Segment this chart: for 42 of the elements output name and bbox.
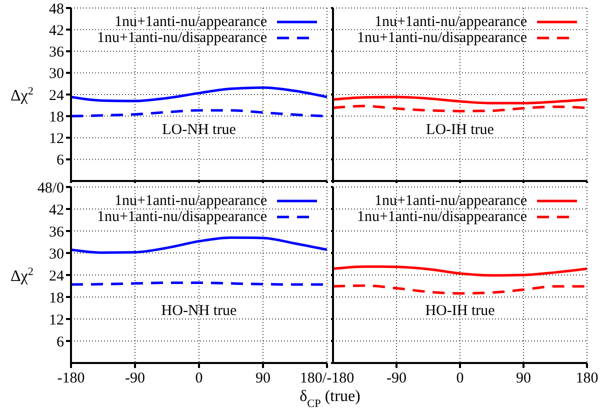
x-tick-label: 0 (456, 370, 464, 387)
x-tick-label: 90 (516, 370, 531, 387)
y-tick-label: 48 (49, 1, 64, 18)
y-tick-label: 18 (49, 109, 64, 126)
y-axis-title: Δχ$^{2}$ (10, 266, 34, 285)
y-tick-label: 6 (56, 334, 64, 350)
y-tick-label: 48/0 (37, 180, 64, 196)
y-tick-label: 30 (49, 246, 64, 262)
y-tick-label: 12 (49, 131, 64, 148)
x-axis-title: δ$_{CP}$ (true) (300, 388, 360, 409)
legend-label: 1nu+1anti-nu/appearance (114, 14, 267, 30)
line-series (71, 86, 327, 102)
x-tick-label: 0 (195, 370, 203, 387)
y-tick-label: 36 (49, 224, 64, 240)
y-tick-label: 24 (49, 268, 64, 284)
legend-label: 1nu+1anti-nu/disappearance (356, 30, 527, 46)
annotation: HO-NH true (160, 303, 238, 320)
y-tick-label: 36 (49, 44, 64, 61)
y-tick-label: 42 (49, 202, 64, 218)
y-tick-label: 18 (49, 290, 64, 306)
legend-label: 1nu+1anti-nu/appearance (114, 193, 267, 209)
x-tick-label: -90 (125, 370, 145, 387)
x-tick-label: 90 (256, 370, 270, 387)
annotation: LO-NH true (161, 122, 237, 140)
legend-label: 1nu+1anti-nu/disappearance (356, 209, 527, 225)
y-tick-label: 6 (56, 152, 64, 169)
line-series (71, 236, 327, 254)
y-tick-label: 30 (49, 66, 64, 82)
legend-label: 1nu+1anti-nu/appearance (374, 193, 527, 209)
x-tick-label: 180 (576, 370, 598, 387)
y-tick-label: 42 (49, 22, 64, 39)
x-tick-label: 180/-180 (300, 370, 354, 387)
x-tick-label: -90 (386, 370, 406, 387)
y-tick-label: 24 (49, 88, 64, 104)
annotation: LO-IH true (425, 122, 495, 140)
y-axis-title: Δχ$^{2}$ (10, 86, 34, 104)
legend-label: 1nu+1anti-nu/appearance (374, 14, 527, 30)
legend-label: 1nu+1anti-nu/disappearance (96, 30, 267, 46)
legend-label: 1nu+1anti-nu/disappearance (96, 209, 267, 225)
y-tick-label: 12 (49, 312, 64, 328)
annotation: HO-IH true (424, 303, 496, 320)
x-tick-label: -180 (57, 370, 85, 387)
